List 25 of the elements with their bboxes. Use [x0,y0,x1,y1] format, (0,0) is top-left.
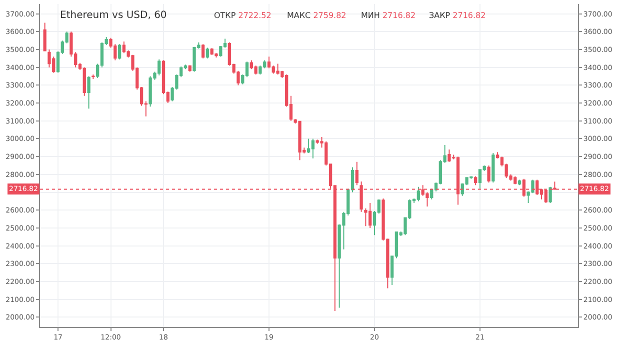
candlestick [355,161,358,186]
candlestick [448,148,451,162]
candlestick [43,22,46,52]
annotation: ОТКР 2722.52 [214,11,272,20]
candlestick [82,66,86,96]
text: Ethereum vs USD, 60 [60,10,167,21]
candlestick [487,165,490,183]
candlestick [188,64,192,72]
candlestick [206,47,210,59]
candlestick [311,138,315,159]
candlestick [518,179,522,186]
candlestick [201,44,205,59]
candlestick [548,186,552,204]
candlestick [87,76,90,110]
candlestick [122,40,126,54]
candlestick [474,176,478,186]
annotation: МИН 2716.82 [361,11,416,20]
candlestick [416,186,420,202]
candlestick [492,152,495,183]
candlestick [92,74,95,80]
annotation: ЗАКР 2716.82 [429,11,486,20]
annotation: МАКС 2759.82 [287,11,346,20]
candlestick [298,120,302,161]
candlestick [478,168,482,190]
candlestick [118,44,122,60]
